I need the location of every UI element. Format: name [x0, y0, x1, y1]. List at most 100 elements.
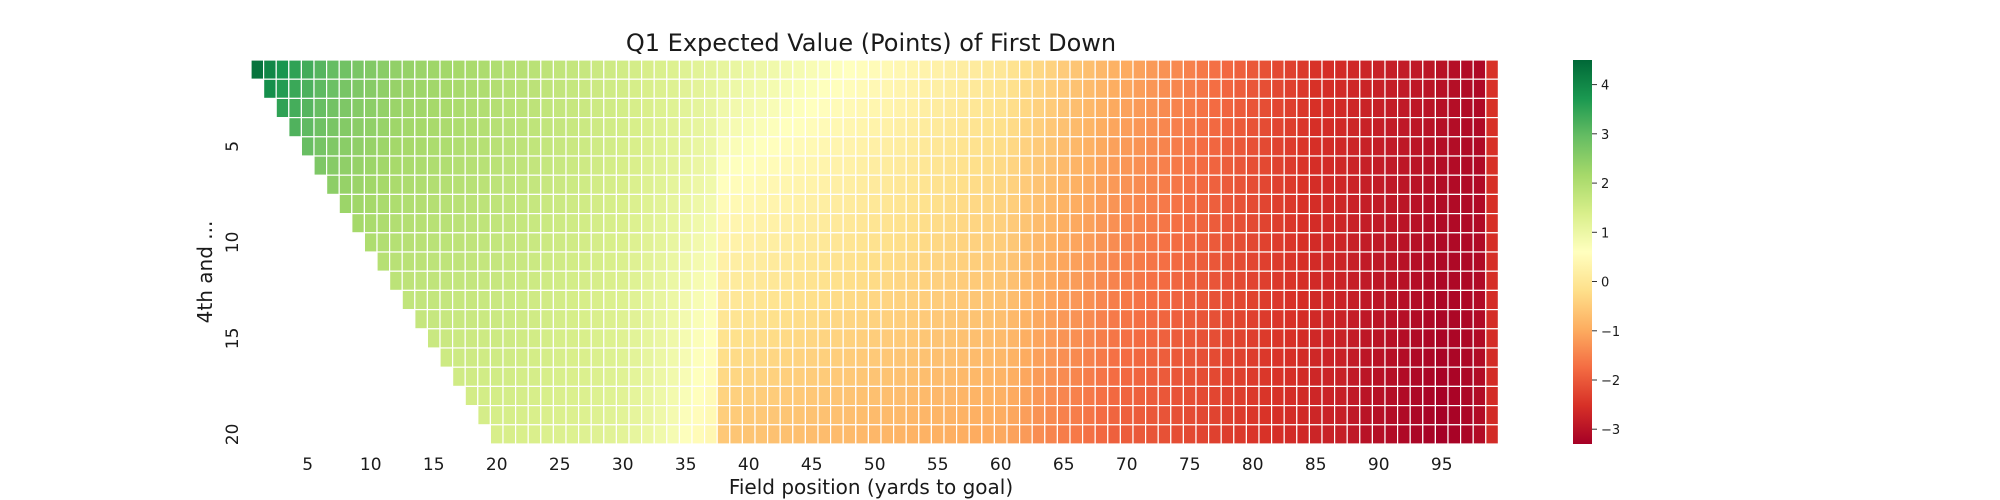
heatmap-cell	[452, 347, 466, 368]
heatmap-cell	[1220, 424, 1235, 445]
heatmap-cell	[829, 213, 844, 234]
heatmap-cell	[1371, 174, 1386, 195]
heatmap-cell	[993, 366, 1008, 388]
heatmap-cell	[703, 213, 718, 234]
heatmap-cell	[653, 385, 668, 407]
heatmap-cell	[1245, 174, 1260, 195]
heatmap-cell	[829, 136, 844, 157]
heatmap-cell	[401, 116, 416, 138]
heatmap-cell	[464, 193, 479, 215]
heatmap-cell	[741, 78, 756, 99]
heatmap-cell	[741, 385, 756, 407]
heatmap-cell	[1333, 385, 1348, 407]
heatmap-cell	[993, 405, 1008, 426]
heatmap-cell	[338, 97, 353, 119]
heatmap-cell	[792, 116, 806, 138]
heatmap-cell	[855, 116, 869, 138]
heatmap-cell	[1258, 213, 1273, 234]
heatmap-cell	[943, 328, 958, 349]
heatmap-cell	[527, 347, 542, 368]
heatmap-cell	[577, 251, 592, 272]
heatmap-cell	[930, 347, 945, 368]
heatmap-cell	[741, 289, 756, 311]
heatmap-cell	[1107, 385, 1122, 407]
heatmap-cell	[1220, 385, 1235, 407]
heatmap-cell	[968, 59, 983, 80]
heatmap-cell	[1233, 193, 1248, 215]
heatmap-cell	[1119, 251, 1134, 272]
heatmap-cell	[829, 155, 844, 176]
heatmap-cell	[527, 136, 542, 157]
heatmap-cell	[1207, 270, 1222, 292]
heatmap-cell	[943, 270, 958, 292]
heatmap-cell	[981, 78, 995, 99]
heatmap-cell	[666, 232, 680, 253]
heatmap-cell	[1270, 59, 1285, 80]
heatmap-cell	[1056, 405, 1071, 426]
heatmap-cell	[1308, 405, 1323, 426]
heatmap-cell	[615, 174, 630, 195]
heatmap-cell	[766, 424, 781, 445]
heatmap-cell	[678, 328, 693, 349]
heatmap-cell	[779, 136, 794, 157]
heatmap-cell	[855, 328, 869, 349]
heatmap-cell	[1434, 193, 1449, 215]
heatmap-cell	[855, 174, 869, 195]
heatmap-cell	[1245, 309, 1260, 330]
heatmap-cell	[514, 78, 529, 99]
heatmap-cell	[918, 347, 932, 368]
heatmap-cell	[1056, 59, 1071, 80]
heatmap-cell	[892, 174, 907, 195]
heatmap-cell	[1069, 193, 1084, 215]
heatmap-cell	[489, 78, 504, 99]
heatmap-cell	[590, 405, 605, 426]
heatmap-cell	[628, 59, 643, 80]
heatmap-cell	[1220, 232, 1235, 253]
heatmap-cell	[1006, 328, 1021, 349]
heatmap-cell	[376, 59, 391, 80]
heatmap-cell	[779, 424, 794, 445]
heatmap-cell	[1283, 289, 1298, 311]
heatmap-cell	[527, 59, 542, 80]
heatmap-cell	[1270, 97, 1285, 119]
heatmap-cell	[1119, 366, 1134, 388]
heatmap-cell	[779, 174, 794, 195]
heatmap-cell	[1233, 270, 1248, 292]
heatmap-cell	[540, 424, 554, 445]
heatmap-cell	[1144, 328, 1159, 349]
heatmap-cell	[1422, 59, 1437, 80]
heatmap-cell	[376, 174, 391, 195]
heatmap-cell	[666, 309, 680, 330]
heatmap-cell	[1472, 193, 1487, 215]
heatmap-cell	[716, 174, 731, 195]
heatmap-cell	[1384, 347, 1399, 368]
heatmap-cell	[703, 136, 718, 157]
heatmap-cell	[1182, 193, 1197, 215]
heatmap-cell	[1195, 193, 1210, 215]
heatmap-cell	[1283, 97, 1298, 119]
heatmap-cell	[640, 193, 655, 215]
heatmap-cell	[842, 366, 857, 388]
heatmap-cell	[804, 213, 819, 234]
heatmap-cell	[1371, 424, 1386, 445]
heatmap-cell	[1321, 116, 1336, 138]
heatmap-cell	[1459, 59, 1474, 80]
heatmap-cell	[452, 309, 466, 330]
heatmap-cell	[640, 270, 655, 292]
heatmap-cell	[1081, 213, 1096, 234]
heatmap-cell	[502, 174, 517, 195]
heatmap-cell	[1144, 155, 1159, 176]
heatmap-cell	[389, 97, 403, 119]
heatmap-cell	[1270, 251, 1285, 272]
heatmap-cell	[464, 270, 479, 292]
heatmap-cell	[1371, 97, 1386, 119]
heatmap-cell	[918, 424, 932, 445]
heatmap-cell	[1384, 309, 1399, 330]
heatmap-cell	[1081, 328, 1096, 349]
heatmap-cell	[968, 97, 983, 119]
heatmap-cell	[993, 347, 1008, 368]
heatmap-cell	[766, 59, 781, 80]
heatmap-cell	[464, 328, 479, 349]
heatmap-cell	[1094, 232, 1109, 253]
heatmap-cell	[1296, 59, 1311, 80]
